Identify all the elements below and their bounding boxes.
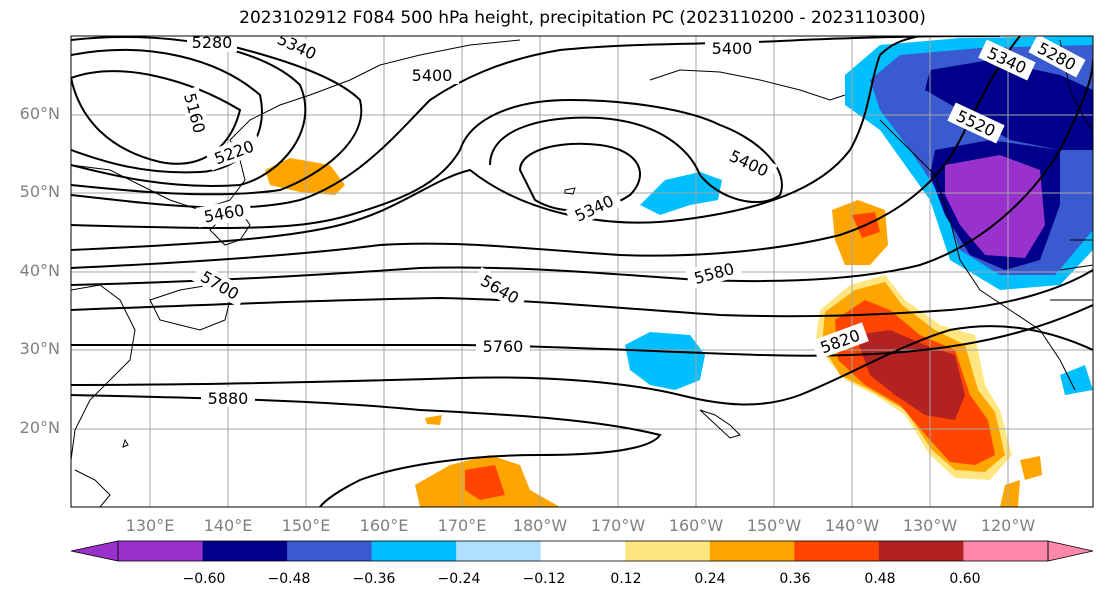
coastlines — [71, 39, 1093, 507]
colorbar-extend-max — [1047, 540, 1094, 562]
lon-label-160e: 160°E — [359, 516, 409, 535]
colorbar-tick-label: −0.48 — [267, 571, 311, 587]
precip-field-northeast-pacific — [845, 36, 1093, 290]
contour-label: 5280 — [187, 33, 237, 52]
colorbar-segment — [202, 541, 288, 561]
lon-label-180w: 180°W — [512, 516, 568, 535]
lon-label-150w: 150°W — [746, 516, 802, 535]
colorbar-segment — [625, 541, 711, 561]
contour-label: 5400 — [705, 38, 759, 58]
colorbar-tick-label: 0.24 — [694, 571, 726, 587]
colorbar-segment — [540, 541, 626, 561]
colorbar-tick-label: −0.24 — [437, 571, 481, 587]
lat-label-60n: 60°N — [19, 104, 60, 123]
lon-label-140w: 140°W — [824, 516, 880, 535]
colorbar-segment — [963, 541, 1049, 561]
lon-label-160w: 160°W — [668, 516, 724, 535]
colorbar — [70, 540, 1094, 562]
plot-frame — [70, 35, 1094, 508]
svg-text:5880: 5880 — [208, 389, 249, 408]
lat-label-30n: 30°N — [19, 339, 60, 358]
lat-label-40n: 40°N — [19, 261, 60, 280]
colorbar-outline — [117, 540, 1049, 562]
lon-label-130e: 130°E — [125, 516, 175, 535]
colorbar-segment — [709, 541, 795, 561]
svg-text:5400: 5400 — [712, 39, 753, 58]
colorbar-tick-label: 0.12 — [610, 571, 642, 587]
colorbar-segment — [878, 541, 964, 561]
svg-text:5760: 5760 — [483, 337, 524, 356]
lat-label-50n: 50°N — [19, 182, 60, 201]
contour-label: 5400 — [405, 64, 459, 85]
colorbar-tick-label: 0.36 — [779, 571, 811, 587]
contour-label: 5460 — [195, 198, 253, 228]
svg-text:5280: 5280 — [192, 33, 233, 52]
precip-field-west-pacific — [265, 158, 1093, 507]
colorbar-segment — [287, 541, 373, 561]
contour-label: 5880 — [201, 387, 255, 408]
colorbar-tick-label: 0.60 — [949, 571, 981, 587]
lon-label-140e: 140°E — [203, 516, 253, 535]
lat-label-20n: 20°N — [19, 418, 60, 437]
colorbar-segment — [794, 541, 880, 561]
colorbar-extend-min — [70, 540, 119, 562]
svg-text:5400: 5400 — [412, 66, 453, 85]
lon-label-120w: 120°W — [980, 516, 1036, 535]
map-title: 2023102912 F084 500 hPa height, precipit… — [239, 8, 926, 28]
lon-label-150e: 150°E — [281, 516, 331, 535]
colorbar-tick-label: −0.36 — [352, 571, 396, 587]
colorbar-segment — [371, 541, 457, 561]
lon-label-170e: 170°E — [437, 516, 487, 535]
colorbar-tick-label: 0.48 — [864, 571, 896, 587]
colorbar-segment — [456, 541, 542, 561]
colorbar-tick-label: −0.12 — [522, 571, 566, 587]
lon-label-130w: 130°W — [902, 516, 958, 535]
colorbar-tick-label: −0.60 — [182, 571, 226, 587]
colorbar-segment — [118, 541, 204, 561]
contour-label: 5760 — [476, 335, 530, 356]
lon-label-170w: 170°W — [590, 516, 646, 535]
